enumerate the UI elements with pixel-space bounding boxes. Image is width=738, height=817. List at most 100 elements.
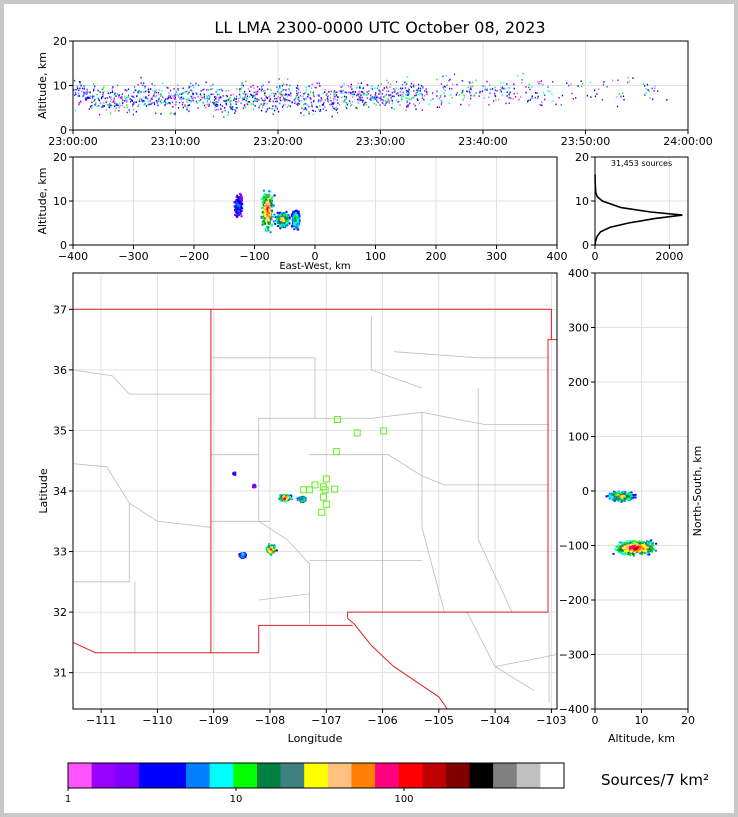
plan-view-source	[300, 498, 303, 501]
time-height-point	[366, 91, 368, 93]
time-height-point	[133, 96, 136, 99]
time-height-point	[334, 91, 336, 94]
time-height-point	[275, 105, 278, 108]
north-south-source	[629, 540, 632, 543]
lma-station-marker	[322, 475, 330, 483]
time-height-point	[192, 84, 194, 87]
time-height-point	[297, 87, 299, 90]
time-height-point	[336, 91, 338, 93]
time-height-point	[283, 97, 285, 99]
y-tick-label: 0	[582, 485, 589, 498]
time-height-point	[238, 100, 240, 103]
time-height-point	[334, 108, 336, 110]
east-west-source	[294, 222, 297, 224]
time-height-point	[177, 107, 180, 109]
time-height-point	[152, 89, 154, 92]
time-height-point	[186, 90, 188, 93]
time-height-point	[518, 98, 520, 101]
time-height-point	[468, 90, 471, 93]
time-height-point	[243, 104, 245, 107]
time-height-point	[159, 100, 161, 103]
north-south-panel: 0 10 20−400−300−200−1000100200300400Altitu…	[559, 267, 704, 745]
time-height-point	[408, 103, 410, 106]
time-height-point	[73, 89, 75, 91]
time-height-point	[110, 104, 112, 107]
east-west-source	[241, 207, 244, 210]
north-south-source	[631, 545, 634, 548]
time-height-point	[82, 95, 84, 98]
time-height-point	[216, 104, 219, 106]
lma-station-marker	[311, 481, 319, 489]
time-height-point	[162, 82, 164, 85]
time-height-point	[150, 98, 152, 100]
time-height-point	[327, 98, 329, 101]
time-height-point	[132, 103, 134, 105]
time-height-point	[302, 93, 305, 95]
east-west-source	[262, 189, 265, 192]
east-west-source	[279, 220, 282, 223]
time-height-point	[560, 104, 562, 106]
time-height-point	[93, 100, 95, 102]
plan-view-source	[286, 494, 289, 497]
time-height-point	[245, 99, 247, 102]
time-height-point	[298, 98, 300, 101]
plan-view-source	[303, 498, 306, 500]
time-height-point	[244, 93, 247, 96]
time-height-point	[440, 103, 442, 105]
time-height-point	[406, 91, 408, 94]
time-height-point	[462, 98, 464, 101]
east-west-source	[235, 211, 238, 213]
east-west-source	[236, 199, 239, 202]
east-west-source	[268, 190, 271, 193]
time-height-point	[147, 88, 150, 91]
time-height-point	[86, 91, 88, 93]
time-height-point	[388, 94, 390, 96]
y-tick-label: 10	[53, 80, 67, 93]
time-height-point	[494, 92, 496, 95]
time-height-point	[384, 104, 386, 106]
time-height-point	[254, 97, 256, 100]
east-west-source	[286, 224, 289, 227]
colorbar-tick-label: 10	[230, 794, 243, 805]
time-height-point	[296, 92, 298, 95]
time-height-point	[383, 87, 386, 90]
time-height-point	[129, 111, 131, 113]
time-height-point	[212, 115, 215, 118]
time-height-point	[103, 102, 105, 104]
time-height-point	[286, 84, 288, 86]
time-height-point	[358, 97, 360, 100]
time-height-point	[298, 103, 300, 105]
north-south-source	[621, 541, 624, 544]
time-height-point	[527, 99, 529, 102]
time-height-point	[186, 108, 188, 111]
east-west-source	[240, 193, 242, 196]
time-height-point	[379, 97, 381, 99]
time-height-point	[126, 101, 128, 103]
time-height-point	[409, 98, 411, 101]
time-height-point	[529, 99, 531, 101]
time-height-point	[275, 93, 277, 95]
time-height-point	[463, 94, 465, 97]
north-south-source	[611, 495, 614, 498]
east-west-source	[295, 216, 298, 219]
north-south-source	[648, 553, 651, 556]
time-height-point	[268, 100, 271, 102]
time-height-point	[220, 108, 222, 110]
time-height-point	[347, 85, 349, 87]
time-height-point	[322, 102, 325, 105]
time-height-point	[203, 95, 205, 98]
time-height-point	[488, 96, 490, 99]
time-height-point	[495, 99, 497, 101]
time-height-point	[255, 93, 257, 96]
x-tick-label: 20	[681, 714, 695, 727]
time-height-point	[536, 92, 538, 94]
east-west-source	[268, 208, 271, 210]
time-height-point	[384, 99, 386, 102]
time-height-point	[199, 93, 202, 95]
time-height-point	[109, 104, 111, 107]
time-height-point	[345, 96, 347, 98]
time-height-point	[175, 90, 178, 92]
time-height-point	[375, 92, 377, 94]
x-tick-label: −300	[118, 250, 148, 263]
time-height-point	[374, 98, 376, 100]
